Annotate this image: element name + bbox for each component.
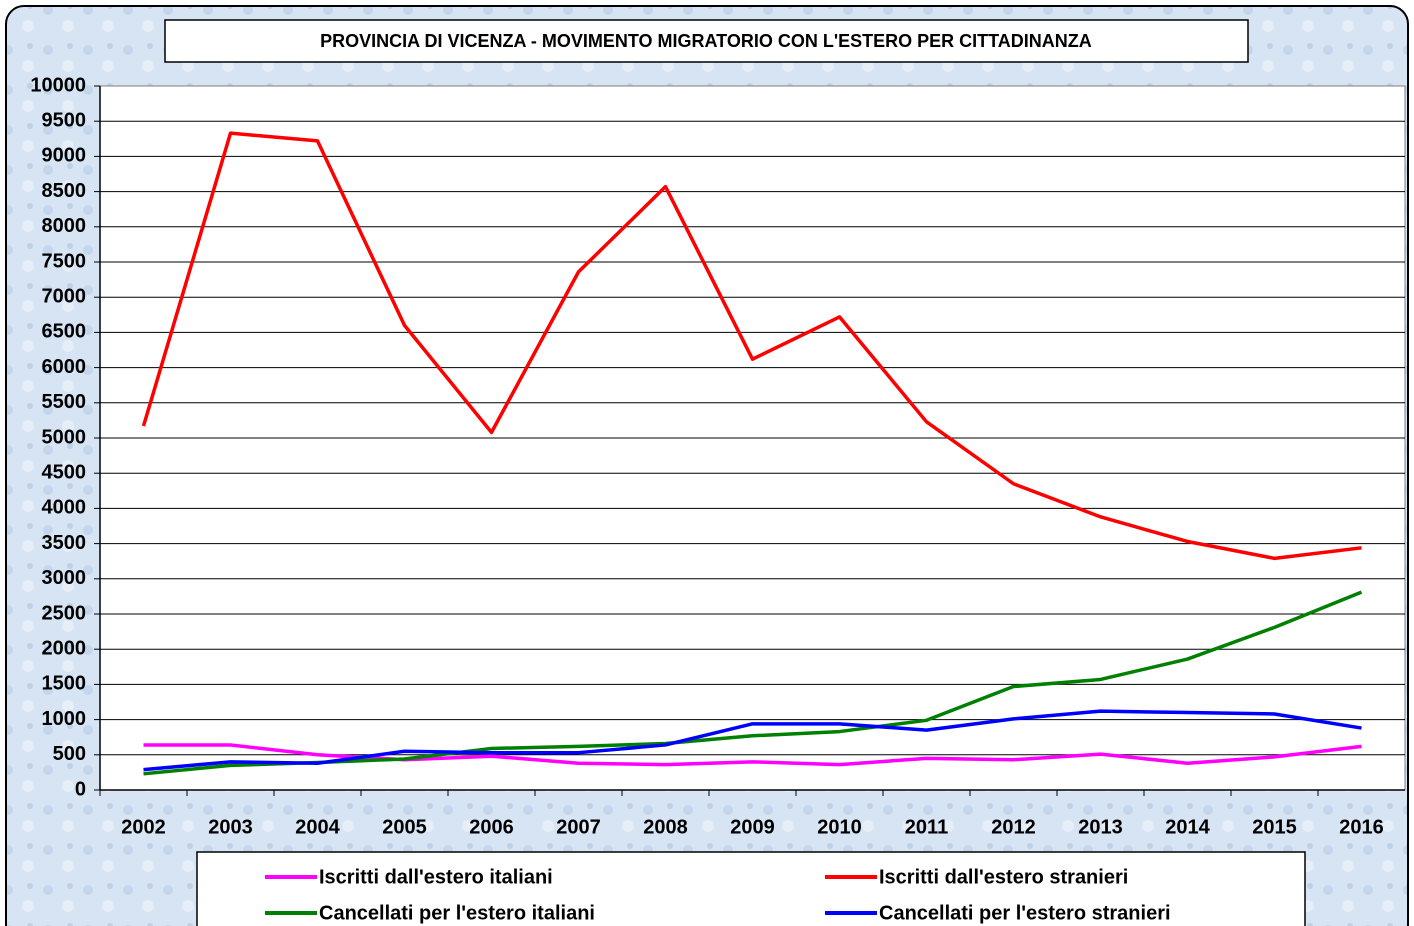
- x-tick-label: 2002: [121, 816, 166, 838]
- chart-title: PROVINCIA DI VICENZA - MOVIMENTO MIGRATO…: [320, 31, 1092, 51]
- y-tick-label: 10000: [30, 74, 86, 96]
- series-line: [143, 743, 1362, 767]
- legend-box: [196, 851, 1306, 926]
- y-tick-label: 1500: [42, 673, 87, 695]
- y-tick-label: 6500: [42, 321, 87, 343]
- y-tick-label: 9500: [42, 109, 87, 131]
- y-tick-label: 3500: [42, 532, 87, 554]
- series-line: [143, 709, 1362, 772]
- legend-label: Cancellati per l'estero italiani: [319, 902, 595, 924]
- y-tick-label: 7500: [42, 250, 87, 272]
- x-tick-label: 2014: [1165, 816, 1210, 838]
- x-tick-label: 2013: [1078, 816, 1123, 838]
- x-tick-label: 2011: [905, 816, 948, 838]
- y-tick-label: 7000: [42, 285, 87, 307]
- x-tick-label: 2004: [295, 816, 340, 838]
- y-tick-label: 9000: [42, 145, 87, 167]
- x-tick-label: 2006: [469, 816, 514, 838]
- y-tick-label: 2000: [42, 637, 87, 659]
- y-tick-label: 8000: [42, 215, 87, 237]
- legend-label: Iscritti dall'estero italiani: [319, 866, 553, 888]
- y-tick-label: 4500: [42, 461, 87, 483]
- series-line: [141, 131, 1362, 561]
- y-tick-label: 5500: [42, 391, 87, 413]
- legend-label: Iscritti dall'estero stranieri: [879, 866, 1128, 888]
- y-tick-label: 6000: [42, 356, 87, 378]
- legend-label: Cancellati per l'estero stranieri: [879, 902, 1171, 924]
- title-box: [164, 19, 1249, 63]
- x-tick-label: 2010: [817, 816, 862, 838]
- x-tick-label: 2012: [991, 816, 1036, 838]
- x-tick-label: 2005: [382, 816, 427, 838]
- y-tick-label: 3000: [42, 567, 87, 589]
- y-tick-label: 0: [75, 778, 86, 800]
- y-tick-label: 8500: [42, 180, 87, 202]
- y-tick-label: 5000: [42, 426, 87, 448]
- x-tick-label: 2016: [1339, 816, 1384, 838]
- x-tick-label: 2015: [1252, 816, 1297, 838]
- x-tick-label: 2007: [556, 816, 601, 838]
- y-tick-label: 2500: [42, 602, 87, 624]
- y-tick-label: 500: [53, 743, 86, 765]
- y-tick-label: 4000: [42, 497, 87, 519]
- x-tick-label: 2003: [208, 816, 253, 838]
- series-line: [143, 590, 1363, 776]
- x-tick-label: 2008: [643, 816, 688, 838]
- x-tick-label: 2009: [730, 816, 775, 838]
- y-tick-label: 1000: [42, 708, 87, 730]
